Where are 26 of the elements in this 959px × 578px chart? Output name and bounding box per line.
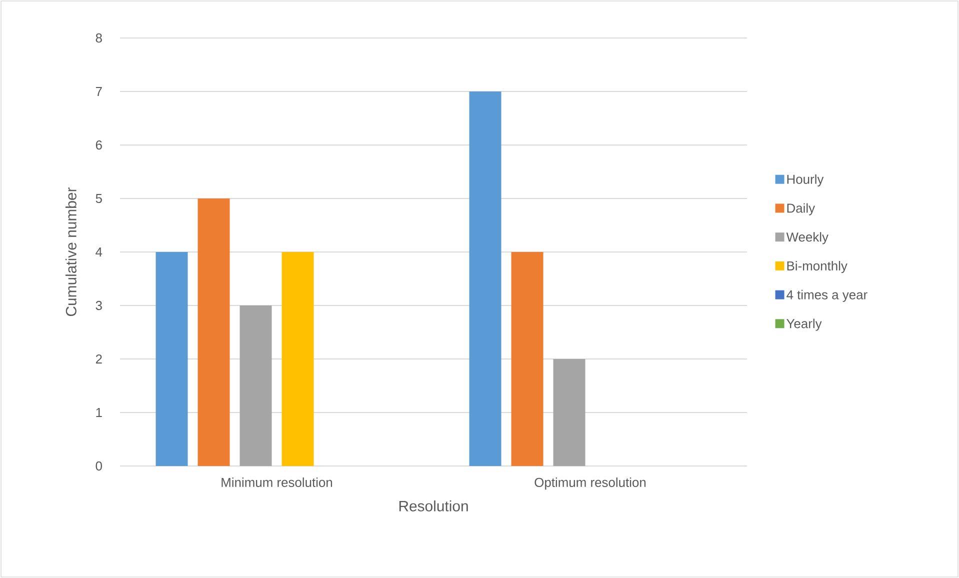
- bar: [198, 198, 230, 466]
- bar: [240, 305, 272, 466]
- legend-label: 4 times a year: [786, 290, 868, 302]
- legend-label: Bi-monthly: [787, 260, 848, 274]
- y-tick-label: 7: [96, 87, 102, 96]
- y-tick-label: 3: [96, 300, 102, 310]
- legend-label: Daily: [787, 203, 816, 216]
- x-tick-label: Minimum resolution: [222, 478, 332, 488]
- y-tick-label: 1: [96, 408, 102, 417]
- y-tick-label: 8: [96, 33, 102, 43]
- y-tick-label: 5: [96, 194, 102, 204]
- bar: [553, 358, 586, 466]
- y-tick-label: 0: [96, 461, 102, 471]
- legend-label: Weekly: [786, 232, 828, 244]
- y-tick-label: 6: [96, 140, 102, 150]
- legend-label: Yearly: [786, 318, 822, 331]
- y-tick-label: 2: [96, 354, 102, 364]
- bar: [156, 252, 188, 466]
- bar: [282, 252, 314, 466]
- bar: [511, 252, 544, 466]
- legend-label: Hourly: [787, 174, 824, 186]
- y-axis-title: Cumulative number: [65, 187, 76, 316]
- x-tick-label: Optimum resolution: [534, 478, 646, 490]
- x-axis-title: Resolution: [399, 500, 468, 512]
- y-tick-label: 4: [96, 248, 102, 256]
- bar: [469, 91, 502, 466]
